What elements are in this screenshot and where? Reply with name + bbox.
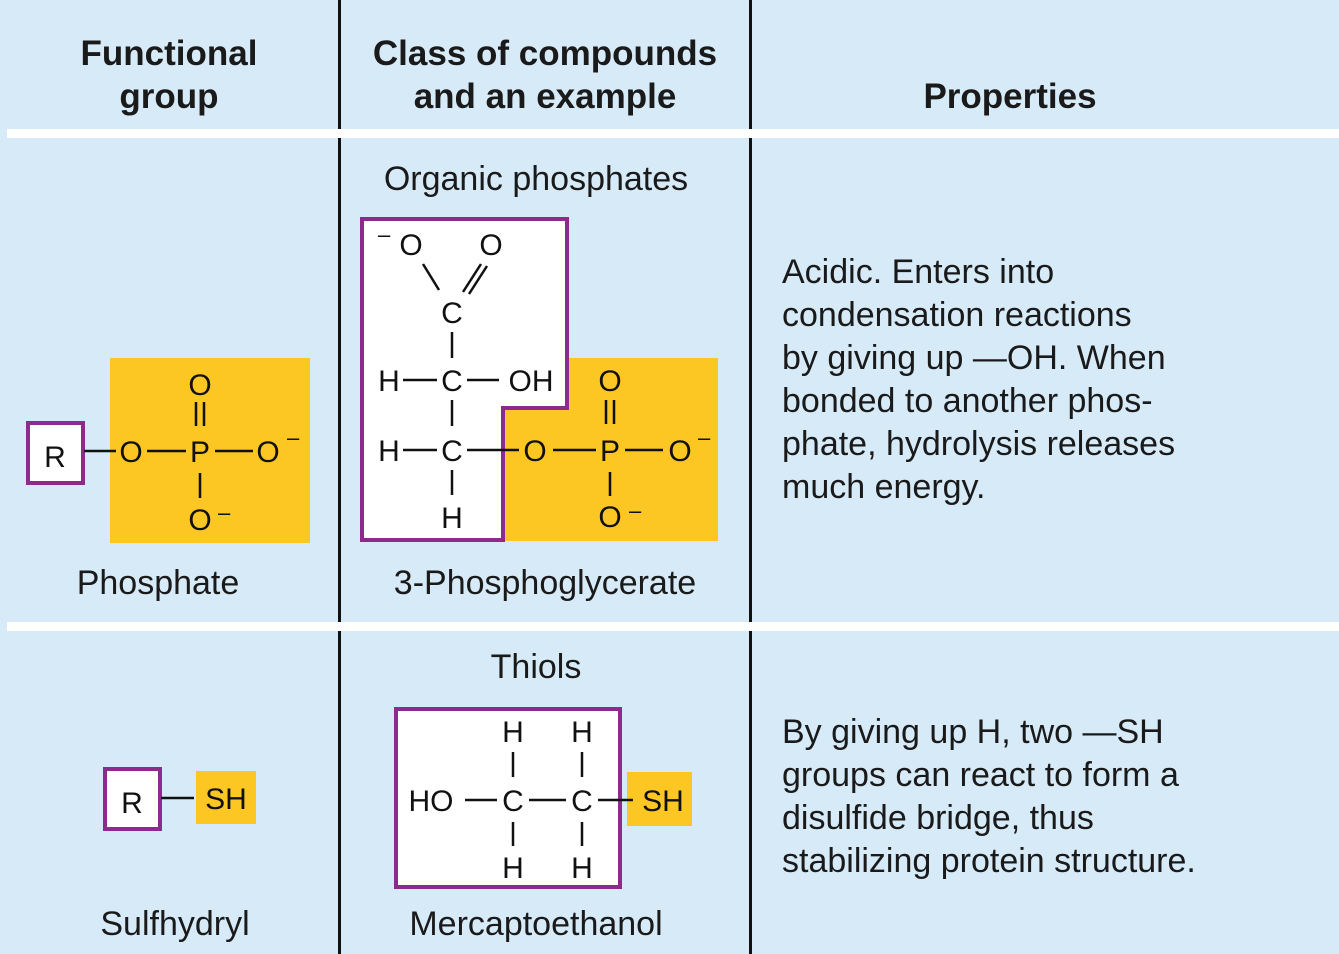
column-divider-1 xyxy=(338,0,341,954)
atom-h: H xyxy=(502,852,524,885)
properties-line: By giving up H, two —SH xyxy=(782,713,1164,751)
properties-line: much energy. xyxy=(782,468,986,506)
glycerate-box xyxy=(360,217,569,542)
atom-o-minus: O xyxy=(256,436,279,469)
atom-p: P xyxy=(600,435,620,468)
sh-highlight xyxy=(196,771,256,824)
r-group-box xyxy=(103,767,162,831)
header-col2-line2: and an example xyxy=(413,77,677,116)
group-name-phosphate: Phosphate xyxy=(76,564,240,602)
properties-line: groups can react to form a xyxy=(782,756,1179,794)
r-label: R xyxy=(44,441,66,474)
charge-minus: – xyxy=(378,222,391,247)
row-divider xyxy=(7,622,1339,631)
properties-line: Acidic. Enters into xyxy=(782,253,1055,291)
header-col1-line1: Functional xyxy=(80,34,258,73)
atom-o-minus: O xyxy=(399,229,422,262)
class-name-thiols: Thiols xyxy=(490,648,582,686)
sh-label: SH xyxy=(205,783,247,816)
sulfhydryl-group-structure: R SH xyxy=(103,767,256,831)
properties-sulfhydryl: By giving up H, two —SH groups can react… xyxy=(782,711,1196,883)
atom-c: C xyxy=(441,435,463,468)
atom-o-bottom: O xyxy=(598,501,621,534)
phosphate-group-structure: R O P O O O – – xyxy=(26,358,310,543)
atom-c: C xyxy=(571,785,593,818)
atom-h: H xyxy=(441,502,463,535)
atom-c: C xyxy=(502,785,524,818)
header-functional-group: Functional group xyxy=(0,32,338,118)
atom-h: H xyxy=(378,365,400,398)
properties-line: disulfide bridge, thus xyxy=(782,799,1094,837)
atom-o-bottom: O xyxy=(188,504,211,537)
atom-h: H xyxy=(571,852,593,885)
properties-line: stabilizing protein structure. xyxy=(782,842,1196,880)
charge-minus: – xyxy=(698,425,711,450)
sh-highlight xyxy=(627,772,692,826)
atom-o-top: O xyxy=(188,369,211,402)
properties-line: bonded to another phos- xyxy=(782,382,1153,420)
atom-o: O xyxy=(523,435,546,468)
example-name-mercaptoethanol: Mercaptoethanol xyxy=(409,905,663,943)
atom-o: O xyxy=(119,436,142,469)
charge-minus: – xyxy=(629,498,642,523)
properties-line: by giving up —OH. When xyxy=(782,339,1166,377)
column-divider-2 xyxy=(749,0,752,954)
r-label: R xyxy=(121,787,143,820)
sh-label: SH xyxy=(642,785,684,818)
atom-h: H xyxy=(502,716,524,749)
properties-line: condensation reactions xyxy=(782,296,1132,334)
atom-c: C xyxy=(441,297,463,330)
header-class-of-compounds: Class of compounds and an example xyxy=(341,32,749,118)
atom-o-top: O xyxy=(598,365,621,398)
atom-h: H xyxy=(378,435,400,468)
ethanol-box xyxy=(394,707,622,889)
atom-oh: OH xyxy=(509,365,554,398)
atom-c: C xyxy=(441,365,463,398)
properties-line: phate, hydrolysis releases xyxy=(782,425,1176,463)
charge-minus: – xyxy=(218,500,231,525)
atom-p: P xyxy=(190,436,210,469)
atom-ho: HO xyxy=(409,785,454,818)
header-divider xyxy=(7,129,1339,138)
header-col2-line1: Class of compounds xyxy=(372,34,718,73)
atom-o: O xyxy=(479,229,502,262)
properties-phosphate: Acidic. Enters into condensation reactio… xyxy=(782,251,1175,509)
group-name-sulfhydryl: Sulfhydryl xyxy=(100,905,250,943)
atom-h: H xyxy=(571,716,593,749)
header-properties: Properties xyxy=(923,77,1097,116)
example-name-3-phosphoglycerate: 3-Phosphoglycerate xyxy=(393,564,697,602)
phosphate-highlight xyxy=(110,358,310,543)
charge-minus: – xyxy=(287,425,300,450)
mercaptoethanol-structure: HO C C H H H H SH xyxy=(394,707,692,889)
header-col1-line2: group xyxy=(119,77,219,116)
phosphoglycerate-structure: O O C H C OH H C H O P O O O – – – xyxy=(360,217,718,542)
class-name-organic-phosphates: Organic phosphates xyxy=(383,160,689,198)
r-group-box xyxy=(26,421,85,485)
atom-o-minus: O xyxy=(668,435,691,468)
